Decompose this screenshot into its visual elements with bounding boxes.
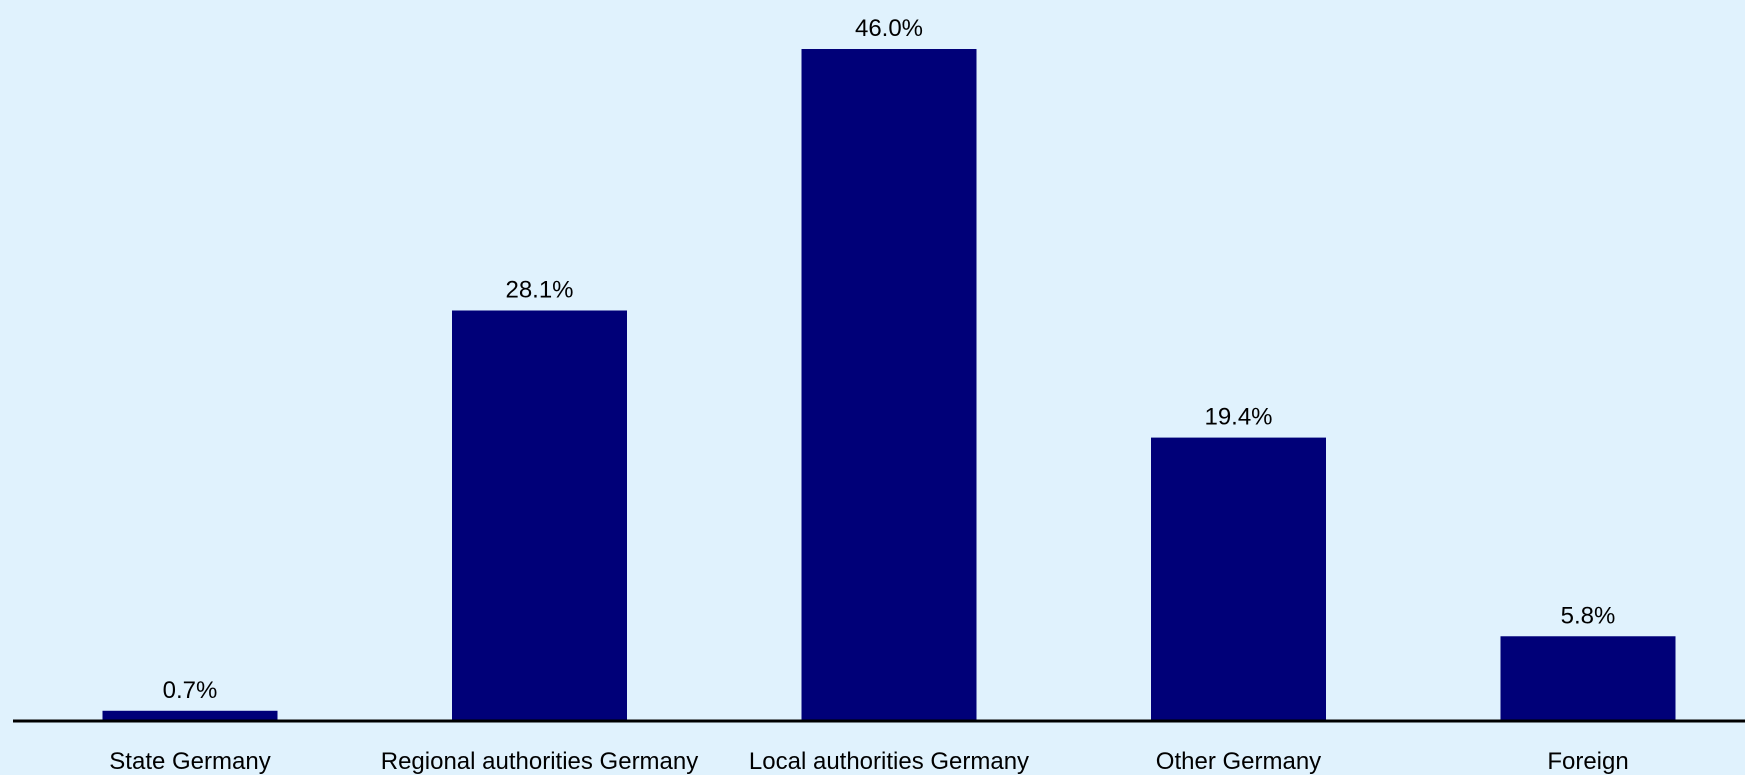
category-labels-group: State Germany Regional authorities German…: [109, 748, 1628, 775]
bars-group: [102, 49, 1676, 721]
bar: [801, 49, 977, 721]
bar: [452, 310, 627, 721]
bar-value-label: 19.4%: [1204, 404, 1272, 431]
category-tick-label: Local authorities Germany: [749, 748, 1029, 775]
category-tick-label: State Germany: [109, 748, 270, 775]
bar-value-label: 5.8%: [1561, 602, 1616, 629]
value-labels-group: 0.7% 28.1% 46.0% 19.4% 5.8%: [163, 15, 1616, 704]
bar-value-label: 0.7%: [163, 677, 218, 704]
bar: [1151, 437, 1326, 721]
bar: [1500, 636, 1676, 721]
category-tick-label: Regional authorities Germany: [381, 748, 699, 775]
bar: [102, 710, 278, 721]
bar-value-label: 28.1%: [505, 276, 573, 303]
category-tick-label: Other Germany: [1156, 748, 1321, 775]
bar-value-label: 46.0%: [855, 15, 923, 42]
category-tick-label: Foreign: [1547, 748, 1628, 775]
